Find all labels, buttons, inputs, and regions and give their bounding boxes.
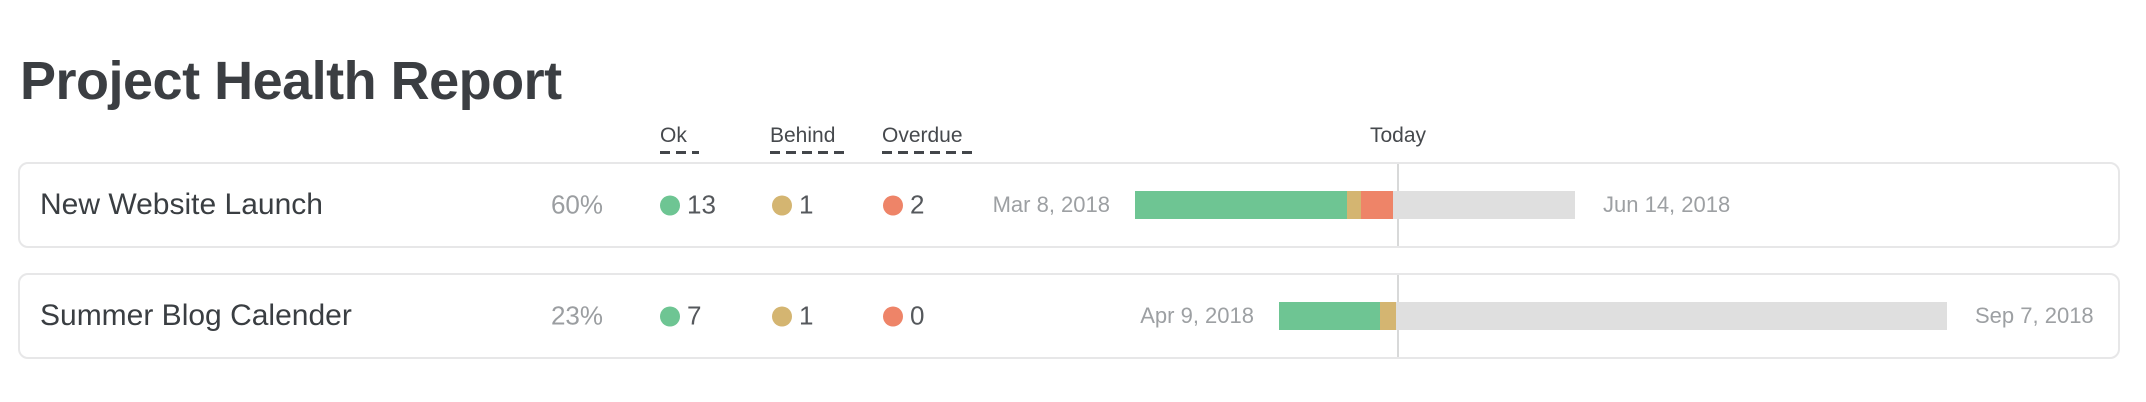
overdue-dot-icon (883, 195, 903, 215)
overdue-dot-icon (883, 306, 903, 326)
timeline-bar (1135, 191, 1575, 219)
ok-dot-icon (660, 306, 680, 326)
overdue-count: 0 (910, 300, 925, 331)
bar-behind-segment (1380, 302, 1396, 330)
bar-behind-segment (1347, 191, 1361, 219)
behind-count: 1 (799, 300, 814, 331)
ok-count: 13 (687, 189, 716, 220)
end-date: Jun 14, 2018 (1603, 192, 1731, 217)
page-title: Project Health Report (20, 51, 562, 112)
project-card: New Website Launch 60% 13 1 2 Mar 8, 201… (18, 162, 2120, 248)
bar-ok-segment (1135, 191, 1347, 219)
overdue-stat[interactable]: 0 (883, 301, 924, 332)
behind-dot-icon (772, 306, 792, 326)
behind-stat[interactable]: 1 (772, 301, 813, 332)
start-date: Mar 8, 2018 (992, 192, 1110, 217)
project-name[interactable]: New Website Launch (40, 188, 323, 221)
behind-dot-icon (772, 195, 792, 215)
legend-header: Ok Behind Overdue Today (0, 124, 2146, 158)
percent-complete: 23% (550, 300, 603, 331)
project-card: Summer Blog Calender 23% 7 1 0 Apr 9, 20… (18, 273, 2120, 359)
start-date: Apr 9, 2018 (1140, 303, 1254, 328)
overdue-count: 2 (910, 189, 925, 220)
percent-complete: 60% (550, 189, 603, 220)
ok-stat[interactable]: 7 (660, 301, 701, 332)
ok-stat[interactable]: 13 (660, 190, 716, 221)
legend-label-overdue[interactable]: Overdue (882, 124, 975, 154)
timeline-bar (1279, 302, 1947, 330)
project-name[interactable]: Summer Blog Calender (40, 299, 352, 332)
ok-count: 7 (687, 300, 702, 331)
behind-stat[interactable]: 1 (772, 190, 813, 221)
end-date: Sep 7, 2018 (1975, 303, 2094, 328)
bar-track-segment (1396, 302, 1947, 330)
overdue-stat[interactable]: 2 (883, 190, 924, 221)
legend-label-ok[interactable]: Ok (660, 124, 699, 154)
bar-ok-segment (1279, 302, 1380, 330)
ok-dot-icon (660, 195, 680, 215)
legend-label-behind[interactable]: Behind (770, 124, 848, 154)
bar-track-segment (1393, 191, 1575, 219)
bar-overdue-segment (1361, 191, 1393, 219)
today-label: Today (1369, 124, 1427, 147)
behind-count: 1 (799, 189, 814, 220)
